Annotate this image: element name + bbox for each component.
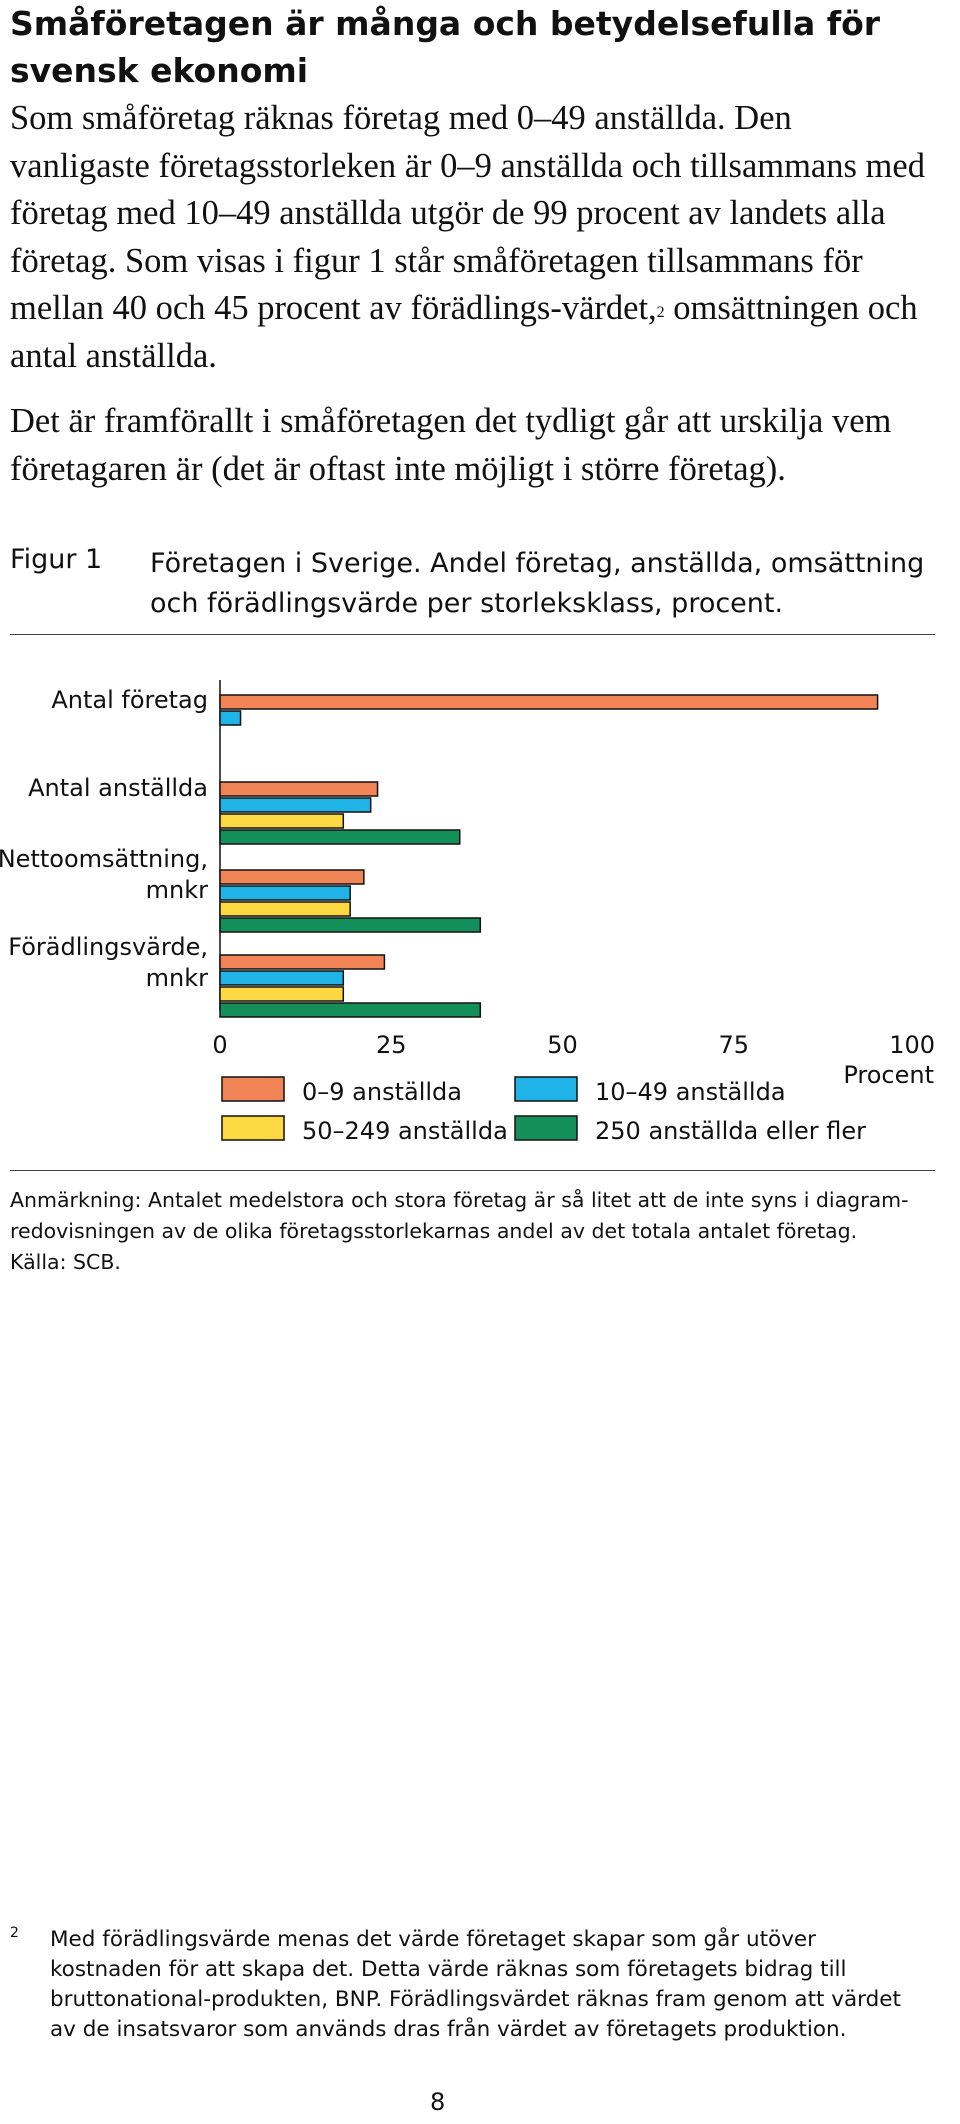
figure-bottom-rule (10, 1170, 935, 1171)
legend-swatch (514, 1115, 578, 1141)
page-number: 8 (430, 2088, 446, 2116)
bar (219, 797, 372, 813)
figure-title: Företagen i Sverige. Andel företag, anst… (150, 548, 925, 619)
category-labels: Antal företag Antal anställda Nettoomsättn… (0, 686, 208, 992)
paragraph-1: Som småföretag räknas företag med 0–49 a… (10, 95, 940, 380)
legend-swatch (221, 1115, 285, 1141)
x-tick-label: 0 (212, 1031, 227, 1059)
paragraph-2: Det är framförallt i småföretagen det ty… (10, 402, 892, 488)
bar (219, 781, 379, 797)
section-heading: Småföretagen är många och betydelsefulla… (10, 4, 881, 90)
bar (219, 813, 345, 829)
footnote-text: Med förädlingsvärde menas det värde före… (50, 1927, 901, 2042)
x-tick-label: 75 (718, 1031, 749, 1059)
category-label: Antal anställda (28, 774, 208, 802)
figure-label: Figur 1 (10, 544, 103, 575)
x-tick-label: 100 (889, 1031, 935, 1059)
source-text: Källa: SCB. (10, 1250, 121, 1274)
legend: 0–9 anställda 10–49 anställda 50–249 anstä… (221, 1076, 866, 1145)
bar (219, 901, 351, 917)
bar (219, 869, 365, 885)
legend-label: 250 anställda eller fler (595, 1117, 866, 1145)
bar (219, 829, 461, 845)
legend-label: 10–49 anställda (595, 1078, 786, 1106)
footnote-ref: 2 (656, 304, 665, 321)
x-axis-ticks: 0 25 50 75 100 (212, 1031, 935, 1059)
legend-label: 0–9 anställda (302, 1078, 462, 1106)
paragraph-1-end: omsättningen och antal anställda. (10, 289, 918, 375)
legend-swatch (221, 1076, 285, 1102)
bar (219, 694, 879, 710)
bar (219, 885, 351, 901)
bar-chart: Antal företag Antal anställda Nettoomsättn… (0, 680, 935, 1145)
legend-swatch (514, 1076, 578, 1102)
category-label: Förädlingsvärde, mnkr (8, 933, 208, 992)
bar (219, 970, 345, 986)
bar (219, 710, 242, 726)
x-tick-label: 25 (376, 1031, 407, 1059)
chart-bars (219, 680, 879, 1018)
bar (219, 986, 345, 1002)
bar (219, 954, 386, 970)
figure-top-rule (10, 634, 935, 635)
figure-note: Anmärkning: Antalet medelstora och stora… (10, 1185, 940, 1278)
legend-label: 50–249 anställda (302, 1117, 508, 1145)
x-axis-label: Procent (843, 1061, 934, 1089)
bar (219, 917, 482, 933)
bar (219, 1002, 482, 1018)
x-tick-label: 50 (547, 1031, 578, 1059)
footnote-number: 2 (10, 1925, 19, 1941)
category-label: Antal företag (51, 686, 208, 714)
paragraph-1-main: Som småföretag räknas företag med 0–49 a… (10, 99, 925, 327)
note-text: Anmärkning: Antalet medelstora och stora… (10, 1188, 909, 1243)
category-label: Nettoomsättning, mnkr (0, 845, 208, 904)
